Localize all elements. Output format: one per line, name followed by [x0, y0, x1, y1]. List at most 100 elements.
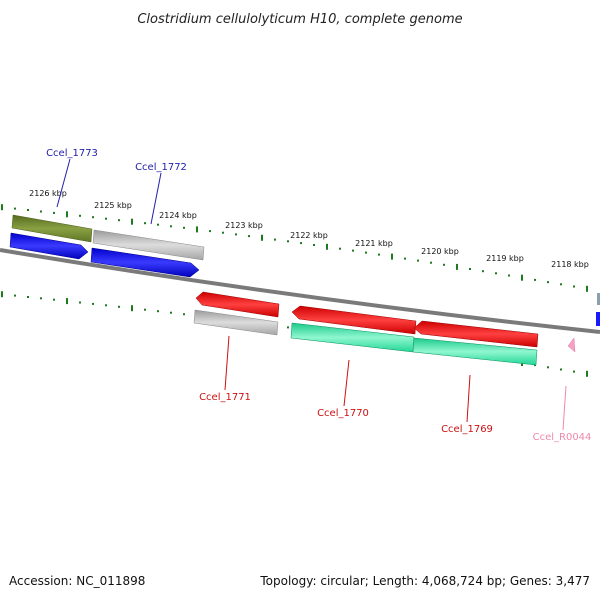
ruler-minor-tick [183, 313, 185, 316]
genome-summary-text: Topology: circular; Length: 4,068,724 bp… [260, 574, 590, 588]
ruler-major-tick [196, 226, 198, 233]
ruler-minor-tick [79, 301, 81, 304]
genome-backbone [0, 248, 600, 334]
ruler-minor-tick [144, 308, 146, 311]
gene-ccel-r0044[interactable] [567, 337, 576, 353]
ruler-minor-tick [300, 242, 302, 245]
ruler-minor-tick [547, 366, 549, 369]
ruler-minor-tick [222, 231, 224, 234]
ruler-major-tick [131, 305, 133, 312]
ruler-major-tick [586, 370, 588, 377]
kbp-label: 2125 kbp [94, 201, 132, 210]
kbp-label: 2118 kbp [551, 260, 589, 269]
ruler-minor-tick [248, 235, 250, 238]
ruler-minor-tick [105, 304, 107, 307]
gene-ccel-1770[interactable] [291, 305, 417, 335]
lower-teal-feature-2[interactable] [412, 337, 538, 366]
ruler-minor-tick [287, 326, 289, 329]
kbp-label: 2126 kbp [29, 189, 67, 198]
ruler-minor-tick [118, 305, 120, 308]
gene-label-ccel-1770[interactable]: Ccel_1770 [317, 408, 369, 419]
ruler-minor-tick [365, 251, 367, 254]
ruler-minor-tick [14, 207, 16, 210]
lower-gray-feature[interactable] [193, 309, 279, 336]
upper-olive-feature[interactable] [11, 214, 93, 243]
ruler-minor-tick [157, 223, 159, 226]
ruler-minor-tick [547, 281, 549, 284]
ruler-minor-tick [157, 310, 159, 313]
ruler-minor-tick [118, 219, 120, 222]
ruler-minor-tick [469, 268, 471, 270]
gene-label-ccel-1769[interactable]: Ccel_1769 [441, 424, 493, 435]
accession-text: Accession: NC_011898 [9, 574, 146, 588]
kbp-label: 2122 kbp [290, 231, 328, 240]
ruler-minor-tick [313, 244, 315, 246]
ruler-major-tick [391, 253, 393, 260]
ruler-minor-tick [170, 225, 172, 228]
gene-ccel-1769[interactable] [413, 320, 539, 348]
ruler-major-tick [261, 234, 263, 241]
ruler-major-tick [456, 263, 458, 270]
gene-ccel-1772[interactable] [90, 247, 200, 278]
ruler-minor-tick [339, 247, 341, 250]
kbp-label: 2119 kbp [486, 254, 524, 263]
ruler-minor-tick [560, 283, 562, 286]
ruler-minor-tick [287, 240, 289, 243]
ruler-minor-tick [352, 249, 354, 252]
upper-gray-feature[interactable] [92, 229, 205, 261]
ruler-minor-tick [79, 214, 81, 217]
ruler-minor-tick [27, 209, 29, 211]
gene-label-ccel-1771[interactable]: Ccel_1771 [199, 392, 251, 403]
ruler-minor-tick [40, 210, 42, 213]
kbp-label: 2120 kbp [421, 247, 459, 256]
ruler-minor-tick [417, 259, 419, 262]
ruler-major-tick [1, 204, 3, 211]
ruler-ticks-top [1, 204, 588, 292]
ruler-minor-tick [92, 216, 94, 219]
kbp-label: 2121 kbp [355, 239, 393, 248]
ruler-minor-tick [53, 211, 55, 214]
ruler-minor-tick [144, 222, 146, 225]
ruler-minor-tick [92, 302, 94, 305]
ruler-minor-tick [443, 263, 445, 266]
ruler-minor-tick [40, 297, 42, 300]
ruler-minor-tick [53, 298, 55, 301]
ruler-minor-tick [430, 261, 432, 264]
ruler-minor-tick [27, 296, 29, 298]
kbp-label: 2123 kbp [225, 221, 263, 230]
ruler-minor-tick [495, 272, 497, 275]
ruler-minor-tick [274, 238, 276, 241]
ruler-minor-tick [404, 257, 406, 260]
label-leader-lines [56, 158, 567, 431]
gene-label-ccel-1773[interactable]: Ccel_1773 [46, 148, 98, 159]
ruler-major-tick [66, 211, 68, 218]
ruler-minor-tick [235, 233, 237, 236]
ruler-minor-tick [534, 278, 536, 281]
ruler-minor-tick [378, 253, 380, 256]
ruler-major-tick [66, 298, 68, 305]
ruler-minor-tick [573, 285, 575, 288]
kbp-label: 2124 kbp [159, 211, 197, 220]
ruler-minor-tick [209, 230, 211, 233]
ruler-minor-tick [508, 274, 510, 277]
ruler-minor-tick [560, 368, 562, 371]
ruler-minor-tick [482, 270, 484, 273]
ruler-minor-tick [170, 311, 172, 314]
edge-gene-partial[interactable] [596, 312, 600, 326]
ruler-minor-tick [105, 217, 107, 220]
gene-label-ccel-1772[interactable]: Ccel_1772 [135, 162, 187, 173]
ruler-major-tick [131, 218, 133, 225]
ruler-major-tick [586, 285, 588, 292]
genome-title: Clostridium cellulolyticum H10, complete… [137, 12, 462, 27]
ruler-minor-tick [183, 226, 185, 229]
ruler-labels: 2126 kbp 2125 kbp 2124 kbp 2123 kbp 2122… [29, 189, 589, 269]
ruler-major-tick [1, 291, 3, 298]
gene-ccel-1771[interactable] [195, 291, 280, 318]
edge-feature-partial[interactable] [597, 293, 600, 305]
gene-label-ccel-r0044[interactable]: Ccel_R0044 [533, 432, 592, 443]
ruler-minor-tick [14, 294, 16, 297]
gene-ccel-1773[interactable] [9, 232, 89, 260]
ruler-major-tick [521, 274, 523, 281]
ruler-minor-tick [573, 370, 575, 373]
